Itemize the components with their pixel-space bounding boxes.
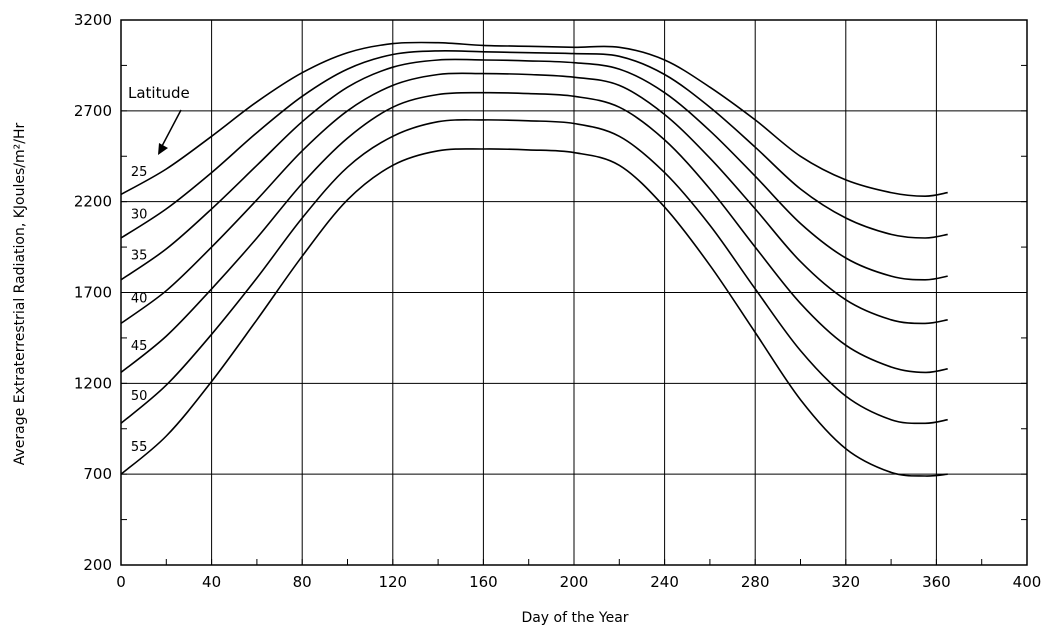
series-lines [120, 41, 948, 477]
y-tick-label: 3200 [74, 11, 112, 29]
series-line-45 [120, 91, 948, 374]
x-axis-title: Day of the Year [521, 610, 628, 626]
x-tick-label: 200 [560, 573, 589, 591]
axis-ticks [120, 19, 1028, 566]
x-tick-label: 120 [378, 573, 407, 591]
y-axis-title: Average Extraterrestrial Radiation, KJou… [12, 123, 28, 466]
series-label-55: 55 [131, 440, 148, 455]
latitude-arrow [160, 109, 182, 149]
latitude-arrowhead [158, 143, 168, 155]
y-tick-label: 2700 [74, 102, 112, 120]
series-label-35: 35 [131, 248, 148, 263]
x-tick-label: 320 [831, 573, 860, 591]
series-labels: 25 30 35 40 45 50 55 [131, 165, 148, 455]
series-label-30: 30 [131, 207, 148, 222]
series-label-45: 45 [131, 339, 148, 354]
series-line-30 [120, 49, 948, 239]
y-tick-label: 200 [83, 556, 112, 574]
x-tick-label: 40 [202, 573, 221, 591]
x-tick-label: 80 [293, 573, 312, 591]
x-tick-label: 0 [116, 573, 126, 591]
series-label-25: 25 [131, 165, 148, 180]
series-line-50 [120, 119, 948, 425]
y-tick-label: 1700 [74, 284, 112, 302]
y-tick-label: 700 [83, 465, 112, 483]
series-label-40: 40 [131, 291, 148, 306]
x-tick-label: 240 [650, 573, 679, 591]
series-label-50: 50 [131, 389, 148, 404]
y-tick-labels: 200 700 1200 1700 2200 2700 3200 [74, 11, 112, 574]
x-tick-label: 400 [1013, 573, 1042, 591]
y-tick-label: 1200 [74, 374, 112, 392]
grid-lines [121, 20, 1027, 565]
x-tick-labels: 0 40 80 120 160 200 240 280 320 360 400 [116, 573, 1041, 591]
x-tick-label: 280 [741, 573, 770, 591]
y-tick-label: 2200 [74, 193, 112, 211]
series-line-35 [120, 58, 948, 281]
series-line-55 [120, 148, 948, 477]
x-tick-label: 160 [469, 573, 498, 591]
series-line-40 [120, 72, 948, 325]
series-line-25 [120, 41, 948, 198]
x-tick-label: 360 [922, 573, 951, 591]
latitude-annotation: Latitude [128, 84, 190, 102]
